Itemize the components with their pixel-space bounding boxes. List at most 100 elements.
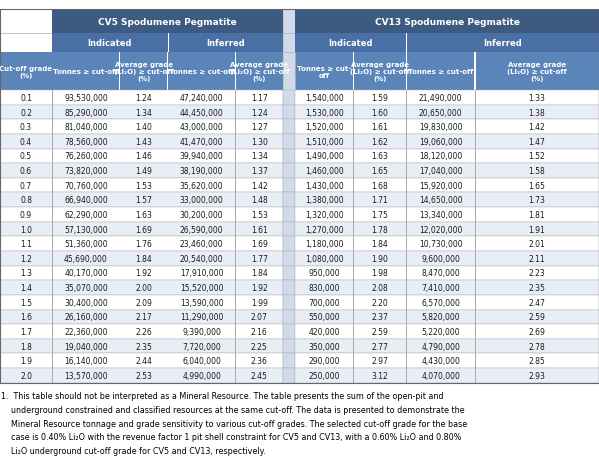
Text: 18,120,000: 18,120,000 <box>419 152 462 161</box>
Bar <box>353 280 354 295</box>
Bar <box>0 207 283 222</box>
Bar <box>168 34 283 53</box>
Text: 47,240,000: 47,240,000 <box>180 94 223 103</box>
Bar <box>475 120 476 134</box>
Text: 57,130,000: 57,130,000 <box>64 225 108 234</box>
Text: 1.81: 1.81 <box>529 211 545 219</box>
Text: 1.60: 1.60 <box>371 108 388 117</box>
Text: 1.48: 1.48 <box>251 196 268 205</box>
Text: 4,790,000: 4,790,000 <box>421 342 460 351</box>
Text: 2.44: 2.44 <box>135 357 152 365</box>
Text: 1.40: 1.40 <box>135 123 152 132</box>
Bar <box>475 252 476 266</box>
Text: 13,340,000: 13,340,000 <box>419 211 462 219</box>
Bar <box>283 207 295 222</box>
Bar <box>295 207 599 222</box>
Bar <box>283 149 295 164</box>
Bar <box>235 134 236 149</box>
Text: 43,000,000: 43,000,000 <box>180 123 223 132</box>
Text: 1,520,000: 1,520,000 <box>305 123 344 132</box>
Bar <box>52 10 283 34</box>
Text: 2.37: 2.37 <box>371 313 388 322</box>
Bar <box>235 53 283 91</box>
Text: 1,530,000: 1,530,000 <box>305 108 344 117</box>
Text: Cut-off grade
(%): Cut-off grade (%) <box>0 66 53 78</box>
Text: 1.98: 1.98 <box>371 269 388 278</box>
Bar <box>295 106 599 120</box>
Text: 0.7: 0.7 <box>20 181 32 190</box>
Bar <box>475 164 476 179</box>
Text: Indicated: Indicated <box>328 39 373 48</box>
Text: 19,060,000: 19,060,000 <box>419 138 462 146</box>
Bar <box>406 266 407 280</box>
Text: 1.65: 1.65 <box>371 167 388 176</box>
Bar <box>52 91 53 106</box>
Text: 0.8: 0.8 <box>20 196 32 205</box>
Text: 30,400,000: 30,400,000 <box>64 298 108 307</box>
Bar <box>353 53 354 91</box>
Text: 2.45: 2.45 <box>251 371 268 380</box>
Text: 73,820,000: 73,820,000 <box>64 167 108 176</box>
Text: 44,450,000: 44,450,000 <box>180 108 223 117</box>
Bar <box>235 368 236 383</box>
Bar <box>475 325 476 339</box>
Text: 62,290,000: 62,290,000 <box>64 211 108 219</box>
Bar <box>406 34 599 53</box>
Text: 41,470,000: 41,470,000 <box>180 138 223 146</box>
Text: 2.53: 2.53 <box>135 371 152 380</box>
Bar <box>0 34 52 53</box>
Text: 85,290,000: 85,290,000 <box>64 108 108 117</box>
Bar <box>295 164 599 179</box>
Bar <box>406 353 407 368</box>
Text: 70,760,000: 70,760,000 <box>64 181 108 190</box>
Bar <box>406 207 407 222</box>
Text: 1,460,000: 1,460,000 <box>305 167 344 176</box>
Bar <box>353 106 354 120</box>
Bar <box>353 310 354 325</box>
Text: 2.09: 2.09 <box>135 298 152 307</box>
Text: 7,720,000: 7,720,000 <box>182 342 221 351</box>
Text: 950,000: 950,000 <box>308 269 340 278</box>
Text: 66,940,000: 66,940,000 <box>64 196 108 205</box>
Bar <box>283 280 295 295</box>
Bar <box>475 149 476 164</box>
Bar <box>52 179 53 193</box>
Text: 17,910,000: 17,910,000 <box>180 269 223 278</box>
Bar <box>475 237 476 252</box>
Bar <box>295 134 599 149</box>
Text: 2.47: 2.47 <box>528 298 546 307</box>
Bar <box>168 53 235 91</box>
Bar <box>0 295 283 310</box>
Text: Average grade
(Li₂O) ≥ cut-off
(%): Average grade (Li₂O) ≥ cut-off (%) <box>507 62 567 82</box>
Text: 8,470,000: 8,470,000 <box>421 269 460 278</box>
Text: 6,570,000: 6,570,000 <box>421 298 460 307</box>
Bar <box>406 120 407 134</box>
Text: 20,540,000: 20,540,000 <box>180 254 223 263</box>
Bar <box>283 237 295 252</box>
Text: 17,040,000: 17,040,000 <box>419 167 462 176</box>
Bar <box>475 179 476 193</box>
Bar <box>283 134 295 149</box>
Text: Average grade
(Li₂O) ≥ cut-off
(%): Average grade (Li₂O) ≥ cut-off (%) <box>229 62 289 82</box>
Text: Tonnes ≥ cut-off: Tonnes ≥ cut-off <box>408 69 473 75</box>
Bar <box>295 34 406 53</box>
Bar <box>475 339 476 353</box>
Text: 1.68: 1.68 <box>371 181 388 190</box>
Bar <box>353 252 354 266</box>
Bar <box>0 120 283 134</box>
Bar <box>283 164 295 179</box>
Bar <box>0 193 283 207</box>
Bar <box>235 149 236 164</box>
Bar <box>353 164 354 179</box>
Text: 830,000: 830,000 <box>308 284 340 292</box>
Text: 1.24: 1.24 <box>251 108 268 117</box>
Bar <box>353 53 406 91</box>
Bar <box>235 280 236 295</box>
Bar <box>283 179 295 193</box>
Bar <box>295 280 599 295</box>
Text: 1.33: 1.33 <box>528 94 546 103</box>
Bar <box>235 164 236 179</box>
Bar <box>0 310 283 325</box>
Bar <box>235 295 236 310</box>
Bar <box>0 280 283 295</box>
